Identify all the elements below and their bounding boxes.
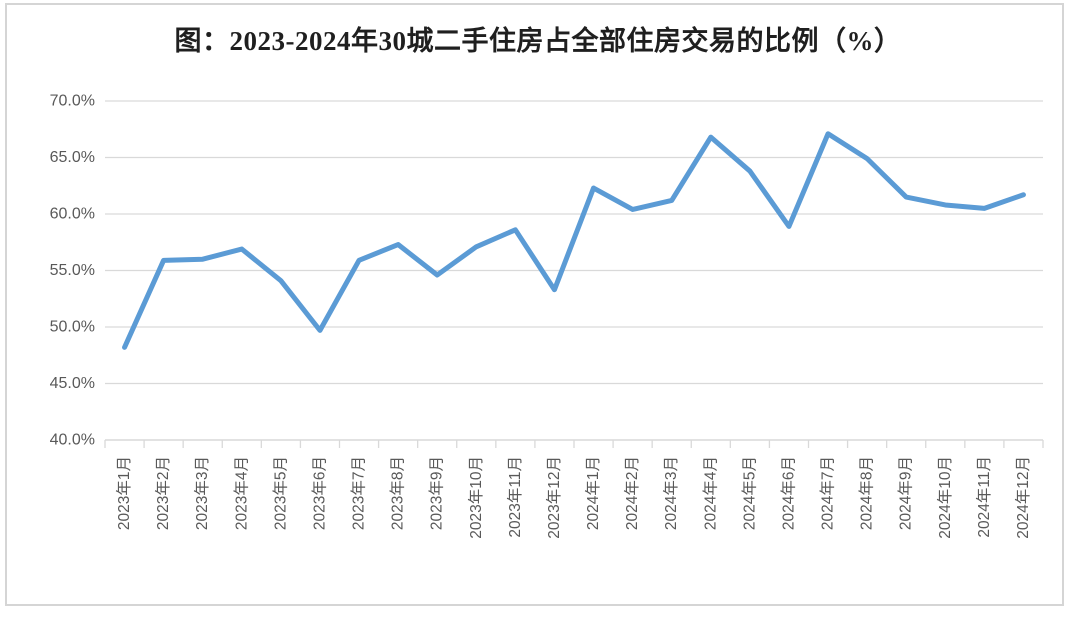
x-tick-label: 2024年2月 — [623, 456, 641, 530]
y-tick-label: 45.0% — [50, 375, 95, 392]
y-tick-label: 60.0% — [50, 206, 95, 223]
y-tick-label: 55.0% — [50, 262, 95, 279]
x-tick-label: 2024年6月 — [779, 456, 797, 530]
x-tick-label: 2023年10月 — [467, 456, 485, 539]
x-tick-label: 2024年11月 — [975, 456, 993, 538]
series-line — [122, 131, 1026, 350]
x-tick-label: 2023年3月 — [193, 456, 211, 530]
y-tick-label: 40.0% — [50, 432, 95, 449]
x-tick-label: 2023年4月 — [232, 456, 250, 530]
x-tick-label: 2024年10月 — [936, 456, 954, 539]
x-tick-label: 2023年11月 — [506, 456, 524, 538]
x-tick-label: 2024年4月 — [701, 456, 719, 530]
x-tick-label: 2023年5月 — [271, 456, 289, 530]
chart-title: 图：2023-2024年30城二手住房占全部住房交易的比例（%） — [174, 26, 902, 56]
x-tick-label: 2024年12月 — [1014, 456, 1032, 539]
y-tick-label: 70.0% — [50, 93, 95, 110]
x-tick-label: 2023年2月 — [154, 456, 172, 530]
x-tick-label: 2024年3月 — [662, 456, 680, 530]
x-tick-label: 2023年9月 — [428, 456, 446, 530]
y-tick-label: 65.0% — [50, 149, 95, 166]
x-tick-label: 2023年8月 — [389, 456, 407, 530]
x-tick-label: 2024年8月 — [858, 456, 876, 530]
y-tick-label: 50.0% — [50, 319, 95, 336]
x-tick-label: 2024年1月 — [584, 456, 602, 530]
x-tick-label: 2023年12月 — [545, 456, 563, 539]
x-tick-label: 2024年9月 — [897, 456, 915, 530]
x-tick-label: 2024年5月 — [740, 456, 758, 530]
x-tick-label: 2023年7月 — [350, 456, 368, 530]
x-tick-label: 2023年6月 — [310, 456, 328, 530]
figure-border — [5, 3, 1064, 606]
x-tick-label: 2023年1月 — [115, 456, 133, 530]
x-tick-label: 2024年7月 — [819, 456, 837, 530]
